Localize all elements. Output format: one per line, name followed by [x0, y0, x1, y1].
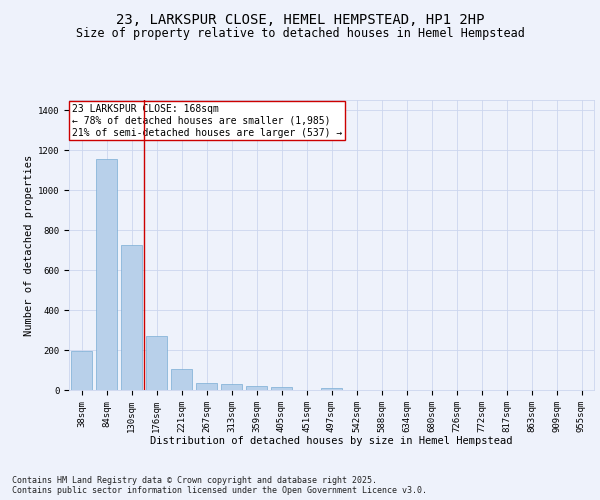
Y-axis label: Number of detached properties: Number of detached properties	[23, 154, 34, 336]
Bar	[221, 384, 242, 390]
Bar	[96, 159, 117, 390]
Bar	[271, 388, 292, 390]
Bar	[196, 383, 217, 390]
Bar	[321, 388, 342, 390]
Text: 23, LARKSPUR CLOSE, HEMEL HEMPSTEAD, HP1 2HP: 23, LARKSPUR CLOSE, HEMEL HEMPSTEAD, HP1…	[116, 12, 484, 26]
Bar	[146, 336, 167, 390]
Bar	[71, 352, 92, 390]
Text: Size of property relative to detached houses in Hemel Hempstead: Size of property relative to detached ho…	[76, 28, 524, 40]
Bar	[121, 245, 142, 390]
Text: Contains HM Land Registry data © Crown copyright and database right 2025.
Contai: Contains HM Land Registry data © Crown c…	[12, 476, 427, 495]
Bar	[171, 368, 192, 390]
X-axis label: Distribution of detached houses by size in Hemel Hempstead: Distribution of detached houses by size …	[150, 436, 513, 446]
Text: 23 LARKSPUR CLOSE: 168sqm
← 78% of detached houses are smaller (1,985)
21% of se: 23 LARKSPUR CLOSE: 168sqm ← 78% of detac…	[71, 104, 342, 138]
Bar	[246, 386, 267, 390]
